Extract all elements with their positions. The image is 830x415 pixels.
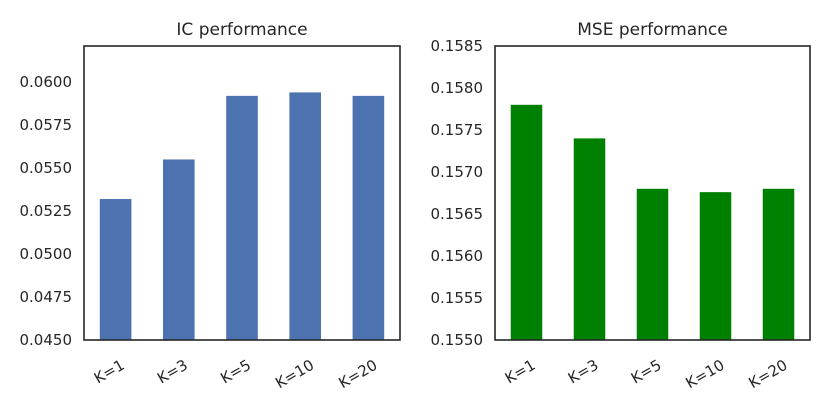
mse-chart-title: MSE performance bbox=[577, 20, 727, 40]
mse-ytick-label: 0.1585 bbox=[431, 37, 484, 55]
ic-bar-k3 bbox=[163, 159, 195, 340]
mse-ytick-label: 0.1575 bbox=[431, 121, 484, 139]
mse-xtick-label: K=20 bbox=[746, 356, 791, 392]
ic-xtick-label: K=5 bbox=[217, 356, 254, 388]
ic-ytick-label: 0.0600 bbox=[20, 73, 73, 91]
mse-ytick-label: 0.1555 bbox=[431, 289, 484, 307]
ic-axes-frame bbox=[83, 45, 401, 341]
mse-ytick-label: 0.1550 bbox=[431, 331, 484, 349]
mse-xtick-label: K=3 bbox=[565, 356, 602, 388]
ic-ytick-label: 0.0450 bbox=[20, 331, 73, 349]
mse-performance-chart: MSE performance 0.1550 0.1555 0.1560 0.1565 0… bbox=[431, 20, 811, 392]
ic-xtick-label: K=3 bbox=[154, 356, 191, 388]
mse-bar-k10 bbox=[699, 192, 732, 340]
ic-chart-title: IC performance bbox=[176, 20, 307, 40]
ic-ytick-label: 0.0525 bbox=[20, 202, 73, 220]
ic-ytick-label: 0.0500 bbox=[20, 245, 73, 263]
mse-ytick-label: 0.1570 bbox=[431, 163, 484, 181]
mse-ytick-label: 0.1565 bbox=[431, 205, 484, 223]
mse-bar-k1 bbox=[510, 104, 543, 340]
mse-xtick-label: K=10 bbox=[683, 356, 728, 392]
mse-xtick-label: K=1 bbox=[502, 356, 539, 388]
ic-bar-k10 bbox=[289, 92, 321, 340]
ic-xtick-label: K=10 bbox=[272, 356, 317, 392]
ic-ytick-label: 0.0475 bbox=[20, 288, 73, 306]
ic-performance-chart: IC performance 0.0450 0.0475 0.0500 0.0525 0.… bbox=[20, 20, 401, 392]
ic-xtick-label: K=1 bbox=[91, 356, 128, 388]
ic-ytick-label: 0.0575 bbox=[20, 116, 73, 134]
mse-bar-k3 bbox=[573, 138, 606, 340]
mse-xtick-label: K=5 bbox=[628, 356, 665, 388]
mse-ytick-label: 0.1560 bbox=[431, 247, 484, 265]
mse-bar-k20 bbox=[762, 188, 795, 340]
ic-bar-k1 bbox=[99, 199, 132, 340]
ic-bar-k5 bbox=[226, 95, 258, 340]
mse-ytick-label: 0.1580 bbox=[431, 79, 484, 97]
ic-ytick-label: 0.0550 bbox=[20, 159, 73, 177]
mse-bar-k5 bbox=[636, 188, 669, 340]
ic-xtick-label: K=20 bbox=[335, 356, 380, 392]
ic-bar-k20 bbox=[352, 95, 385, 340]
mse-axes-frame bbox=[494, 45, 811, 341]
